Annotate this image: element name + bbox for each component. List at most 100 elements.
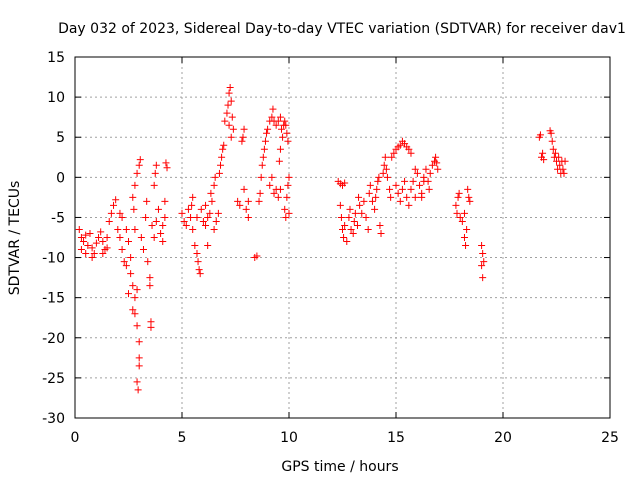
data-point bbox=[157, 229, 165, 237]
y-tick-label: 10 bbox=[47, 90, 65, 106]
data-point bbox=[204, 242, 212, 250]
plot-frame bbox=[74, 56, 611, 419]
data-point bbox=[189, 193, 197, 201]
data-point bbox=[561, 157, 569, 165]
data-point bbox=[244, 213, 252, 221]
data-point bbox=[133, 322, 141, 330]
data-point bbox=[133, 378, 141, 386]
data-point bbox=[239, 133, 247, 141]
data-point bbox=[373, 185, 381, 193]
data-point bbox=[226, 83, 234, 91]
data-point bbox=[480, 258, 488, 266]
data-point bbox=[411, 165, 419, 173]
data-point bbox=[380, 161, 388, 169]
data-point bbox=[146, 274, 154, 282]
data-point bbox=[75, 225, 83, 233]
data-point bbox=[339, 225, 346, 233]
data-point bbox=[110, 201, 118, 209]
data-point bbox=[135, 354, 143, 362]
data-point bbox=[409, 177, 417, 185]
data-point bbox=[92, 239, 100, 247]
data-point bbox=[253, 252, 261, 260]
data-point bbox=[426, 169, 434, 177]
data-point bbox=[433, 159, 441, 167]
data-point bbox=[122, 225, 130, 233]
data-point bbox=[159, 238, 167, 246]
data-point bbox=[458, 217, 466, 225]
data-point bbox=[556, 161, 564, 169]
data-point bbox=[368, 197, 376, 205]
data-point bbox=[136, 156, 144, 164]
data-point bbox=[147, 323, 155, 331]
data-point bbox=[341, 221, 349, 229]
data-point bbox=[159, 221, 167, 229]
data-point bbox=[135, 362, 143, 370]
data-point bbox=[196, 270, 204, 278]
data-point bbox=[134, 386, 142, 394]
data-point bbox=[224, 101, 232, 109]
data-point bbox=[463, 225, 471, 233]
data-point bbox=[227, 97, 235, 105]
x-tick-label: 25 bbox=[601, 430, 619, 446]
data-point bbox=[413, 169, 421, 177]
data-point bbox=[122, 262, 130, 270]
data-point bbox=[341, 179, 349, 187]
data-point bbox=[202, 201, 210, 209]
data-point bbox=[260, 145, 268, 153]
data-point bbox=[350, 217, 358, 225]
data-point bbox=[125, 290, 132, 298]
data-point bbox=[129, 193, 137, 201]
y-tick-label: 0 bbox=[56, 170, 65, 186]
data-point bbox=[161, 213, 169, 221]
data-point bbox=[118, 246, 126, 254]
data-point bbox=[336, 201, 344, 209]
data-point bbox=[257, 173, 265, 181]
data-point bbox=[536, 131, 544, 139]
data-point bbox=[398, 185, 406, 193]
data-point bbox=[365, 189, 373, 197]
x-tick-label: 5 bbox=[178, 430, 187, 446]
data-point bbox=[163, 164, 171, 172]
data-point bbox=[285, 173, 293, 181]
data-point bbox=[276, 185, 284, 193]
data-point bbox=[99, 250, 107, 258]
data-point bbox=[396, 141, 404, 149]
data-point bbox=[284, 137, 292, 145]
data-point bbox=[194, 258, 202, 266]
data-point bbox=[276, 113, 284, 121]
data-point bbox=[80, 238, 88, 246]
data-point bbox=[259, 153, 267, 161]
data-point bbox=[229, 125, 237, 133]
data-point bbox=[225, 89, 233, 97]
data-point bbox=[392, 181, 400, 189]
data-point bbox=[285, 209, 293, 217]
data-point bbox=[358, 209, 366, 217]
data-point bbox=[353, 221, 361, 229]
data-point bbox=[137, 234, 145, 241]
data-point bbox=[256, 189, 264, 197]
data-point bbox=[180, 217, 188, 225]
data-point bbox=[77, 246, 85, 254]
data-point bbox=[189, 225, 197, 233]
data-point bbox=[133, 286, 141, 294]
data-point bbox=[460, 234, 468, 241]
data-point bbox=[349, 229, 357, 237]
chart-title: Day 032 of 2023, Sidereal Day-to-day VTE… bbox=[58, 21, 626, 37]
data-point bbox=[234, 197, 242, 205]
data-point bbox=[244, 197, 252, 205]
data-point bbox=[540, 156, 548, 164]
data-point bbox=[217, 161, 225, 169]
data-point bbox=[555, 153, 563, 161]
data-point bbox=[283, 193, 291, 201]
data-point bbox=[360, 197, 368, 205]
data-point bbox=[103, 244, 111, 252]
data-point bbox=[466, 197, 474, 205]
data-point bbox=[283, 129, 291, 137]
data-point bbox=[422, 165, 430, 173]
data-point bbox=[218, 153, 226, 161]
data-point bbox=[405, 145, 413, 153]
data-point bbox=[120, 258, 128, 266]
data-point bbox=[151, 169, 159, 177]
data-point bbox=[347, 225, 355, 233]
data-point bbox=[364, 225, 372, 233]
